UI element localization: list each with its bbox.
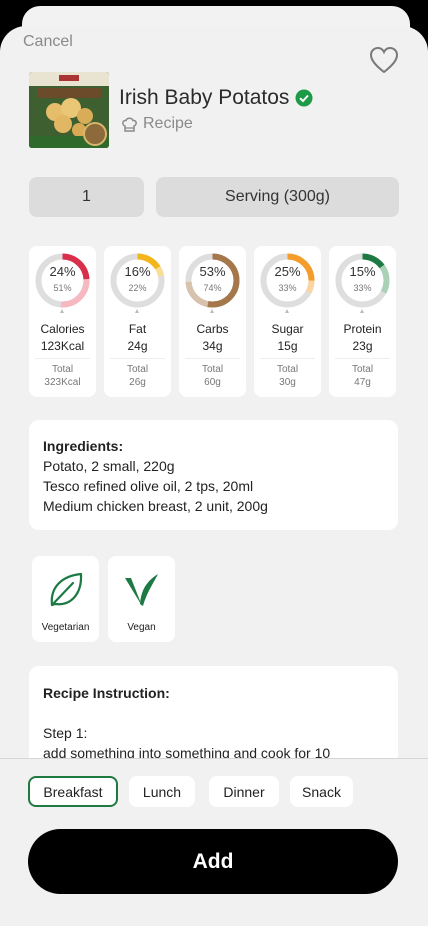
nutrient-sub-percent: 74% <box>203 283 222 293</box>
nutrient-amount: 123Kcal <box>40 339 85 353</box>
diet-tag-label: Vegan <box>127 622 156 633</box>
diet-tag-label: Vegetarian <box>41 622 90 633</box>
nutrient-name: Carbs <box>196 322 229 336</box>
meal-tab-lunch[interactable]: Lunch <box>129 776 195 807</box>
meal-tab-snack[interactable]: Snack <box>290 776 353 807</box>
nutrient-total: 30g <box>279 377 296 388</box>
ingredients-card: Ingredients: Potato, 2 small, 220g Tesco… <box>29 420 398 530</box>
heart-icon[interactable] <box>369 46 399 74</box>
ingredient-item: Tesco refined olive oil, 2 tps, 20ml <box>43 478 254 494</box>
cancel-button[interactable]: Cancel <box>23 33 73 50</box>
nutrient-sub-percent: 33% <box>353 283 372 293</box>
ring-main-arc <box>35 253 90 308</box>
ring-main-arc <box>185 253 240 308</box>
leaf-icon <box>50 572 83 607</box>
divider <box>185 358 240 359</box>
nutrient-ring <box>35 253 90 308</box>
nutrient-sub-percent: 22% <box>128 283 147 293</box>
recipe-label: Recipe <box>143 115 193 132</box>
nutrient-amount: 23g <box>352 339 373 353</box>
meal-tab-dinner[interactable]: Dinner <box>209 776 279 807</box>
serving-size-select[interactable]: Serving (300g) <box>156 177 399 217</box>
nutrient-ring <box>335 253 390 308</box>
diet-tag-vegetarian: Vegetarian <box>32 556 99 642</box>
nutrient-ring <box>185 253 240 308</box>
nutrient-name: Fat <box>128 322 147 336</box>
pointer-marker <box>135 309 139 313</box>
nutrient-total: 60g <box>204 377 221 388</box>
instructions-heading: Recipe Instruction: <box>43 685 170 701</box>
nutrient-total-label: Total <box>51 364 74 375</box>
nutrient-card-calories: 24% 51% Calories 123Kcal Total 323Kcal <box>29 246 96 397</box>
recipe-tag: Recipe <box>121 115 193 133</box>
nutrient-name: Protein <box>343 322 382 336</box>
add-button[interactable]: Add <box>28 829 398 894</box>
ring-main-arc <box>110 253 165 308</box>
step-label: Step 1: <box>43 725 88 741</box>
nutrient-card-protein: 15% 33% Protein 23g Total 47g <box>329 246 396 397</box>
ingredient-item: Potato, 2 small, 220g <box>43 458 175 474</box>
nutrient-total-label: Total <box>201 364 224 375</box>
nutrient-ring <box>260 253 315 308</box>
nutrient-total-label: Total <box>276 364 299 375</box>
divider <box>35 358 90 359</box>
nutrient-percent: 25% <box>274 264 301 279</box>
ring-main-arc <box>260 253 315 308</box>
ingredients-heading: Ingredients: <box>43 438 124 454</box>
pointer-marker <box>210 309 214 313</box>
nutrient-total: 47g <box>354 377 371 388</box>
sprout-icon <box>125 574 158 606</box>
bottom-action-bar: Breakfast Lunch Dinner Snack Add <box>0 758 428 926</box>
nutrient-sub-percent: 33% <box>278 283 297 293</box>
pointer-marker <box>360 309 364 313</box>
nutrient-percent: 53% <box>199 264 226 279</box>
nutrient-amount: 15g <box>277 339 298 353</box>
quantity-input[interactable]: 1 <box>29 177 144 217</box>
nutrient-percent: 24% <box>49 264 76 279</box>
step-text: add something into something and cook fo… <box>43 745 331 761</box>
nutrient-percent: 15% <box>349 264 376 279</box>
nutrient-percent: 16% <box>124 264 151 279</box>
chef-hat-icon <box>122 117 137 132</box>
divider <box>335 358 390 359</box>
nutrient-total-label: Total <box>126 364 149 375</box>
divider <box>110 358 165 359</box>
meal-tab-breakfast[interactable]: Breakfast <box>28 776 118 807</box>
nutrient-ring <box>110 253 165 308</box>
nutrient-card-sugar: 25% 33% Sugar 15g Total 30g <box>254 246 321 397</box>
diet-tag-vegan: Vegan <box>108 556 175 642</box>
nutrient-total: 26g <box>129 377 146 388</box>
nutrient-amount: 34g <box>202 339 223 353</box>
nutrient-amount: 24g <box>127 339 148 353</box>
nutrient-summary: 24% 51% Calories 123Kcal Total 323Kcal 1… <box>29 246 397 397</box>
nutrient-card-fat: 16% 22% Fat 24g Total 26g <box>104 246 171 397</box>
nutrient-total: 323Kcal <box>44 377 81 388</box>
product-name: Irish Baby Potatos <box>119 86 290 109</box>
nutrient-card-carbs: 53% 74% Carbs 34g Total 60g <box>179 246 246 397</box>
nutrient-name: Calories <box>40 322 85 336</box>
pointer-marker <box>60 309 64 313</box>
product-image <box>29 72 109 148</box>
ring-main-arc <box>335 253 390 308</box>
divider <box>260 358 315 359</box>
ingredient-item: Medium chicken breast, 2 unit, 200g <box>43 498 268 514</box>
pointer-marker <box>285 309 289 313</box>
verified-badge-icon <box>295 89 313 107</box>
nutrient-name: Sugar <box>271 322 304 336</box>
nutrient-sub-percent: 51% <box>53 283 72 293</box>
nutrient-total-label: Total <box>351 364 374 375</box>
product-title: Irish Baby Potatos <box>119 86 313 110</box>
add-food-sheet: Cancel Irish Baby Potatos R <box>0 26 428 926</box>
